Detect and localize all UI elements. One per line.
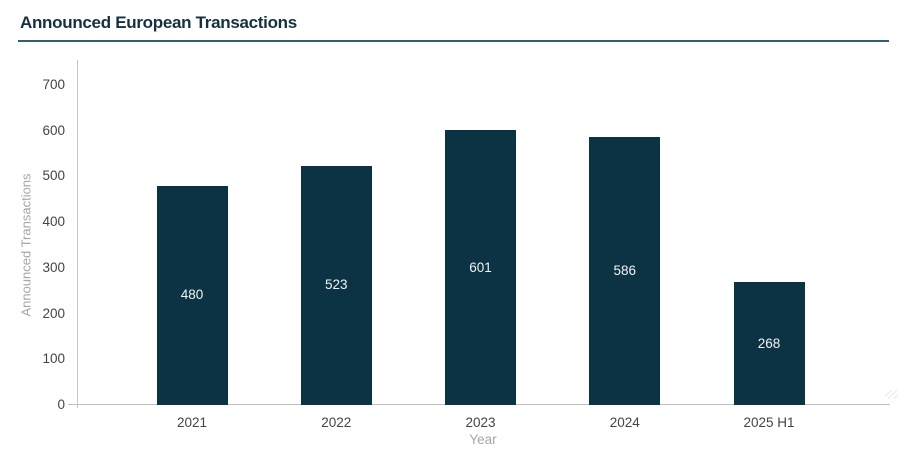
x-tick-label: 2024 (609, 415, 640, 430)
y-axis-line (77, 60, 78, 408)
y-tick-label: 700 (42, 77, 65, 92)
bar-chart: Announced Transactions Year 0 100 200 300 40… (0, 44, 908, 452)
y-tick-label: 600 (42, 122, 65, 138)
x-axis-title: Year (469, 432, 497, 447)
y-tick-label: 300 (42, 259, 65, 275)
y-axis-title: Announced Transactions (18, 173, 34, 317)
bar: 586 (589, 137, 661, 405)
bar-value-label: 268 (757, 335, 781, 351)
bar: 523 (300, 165, 372, 405)
x-tick-label: 2023 (465, 415, 496, 430)
bar-value-label: 586 (613, 263, 637, 279)
bar-value-label: 601 (469, 259, 492, 275)
title-divider (18, 40, 889, 42)
bar: 480 (156, 185, 228, 405)
y-tick-label: 0 (57, 397, 65, 412)
y-tick-label: 500 (42, 168, 65, 184)
x-tick-label: 2021 (176, 415, 208, 430)
bar: 601 (445, 130, 516, 405)
x-tick-label: 2022 (321, 415, 352, 430)
y-tick-label: 100 (42, 351, 65, 367)
resize-handle-icon (885, 390, 898, 399)
bar-value-label: 523 (324, 277, 348, 293)
bar-value-label: 480 (180, 287, 204, 303)
y-tick-label: 200 (42, 305, 65, 321)
page-title: Announced European Transactions (20, 13, 297, 32)
bar: 268 (733, 282, 805, 405)
x-tick-label: 2025 H1 (743, 415, 795, 430)
y-tick-label: 400 (42, 214, 65, 230)
